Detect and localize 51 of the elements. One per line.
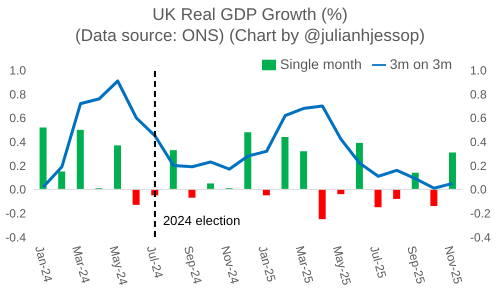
x-tick-label: May-24: [106, 244, 131, 287]
y2-tick-label: 1.0: [470, 64, 488, 78]
bar: [58, 172, 66, 190]
x-tick-label: Mar-24: [69, 244, 93, 286]
bar: [76, 130, 84, 190]
bar: [300, 151, 308, 190]
y2-tick-label: 0.6: [470, 111, 488, 126]
bar: [114, 145, 122, 190]
y-tick-label: 0.6: [9, 111, 26, 126]
x-tick-label: May-25: [330, 244, 354, 287]
legend-label: Single month: [280, 56, 362, 72]
bar: [393, 189, 400, 199]
bar: [40, 127, 47, 190]
x-tick-label: Jul-24: [144, 244, 166, 280]
y2-tick-label: 0.8: [470, 87, 488, 102]
bar: [374, 189, 382, 208]
bar: [318, 189, 326, 220]
x-tick-label: Jul-25: [367, 244, 390, 280]
y2-tick-label: 0.4: [470, 135, 488, 149]
x-tick-label: Nov-25: [442, 244, 466, 286]
legend-label: 3m on 3m: [390, 56, 452, 72]
bar: [281, 136, 288, 190]
y2-tick-label: 0.0: [470, 182, 488, 197]
y-tick-label: 0.4: [9, 135, 26, 149]
bar: [188, 189, 196, 198]
chart-subtitle: (Data source: ONS) (Chart by @julianhjessop): [74, 25, 426, 46]
x-tick-label: Nov-24: [218, 244, 242, 286]
chart-title: UK Real GDP Growth (%): [151, 4, 349, 25]
x-tick-label: Mar-25: [292, 244, 316, 286]
y-tick-label: 0.2: [9, 158, 26, 173]
bar: [448, 152, 456, 190]
y-tick-label: 0.0: [9, 182, 26, 197]
bar: [262, 189, 270, 196]
y-tick-label: 1.0: [9, 64, 26, 78]
bar: [207, 183, 214, 190]
x-tick-label: Jan-24: [32, 244, 56, 284]
x-tick-label: Jan-25: [255, 244, 279, 284]
y-tick-label: -0.4: [5, 230, 26, 244]
y-tick-label: 0.8: [9, 87, 26, 102]
bar: [132, 189, 140, 205]
bar: [244, 132, 252, 190]
y2-tick-label: -0.2: [470, 206, 492, 220]
x-tick-label: Sep-25: [404, 244, 428, 286]
x-tick-label: Sep-24: [181, 244, 205, 286]
ref-line-label: 2024 election: [162, 213, 240, 228]
y-tick-label: -0.2: [5, 206, 26, 220]
bar: [356, 142, 363, 190]
y2-tick-label: 0.2: [470, 158, 488, 173]
bar: [430, 189, 438, 206]
y2-tick-label: -0.4: [470, 230, 492, 244]
line-series: [42, 80, 454, 190]
